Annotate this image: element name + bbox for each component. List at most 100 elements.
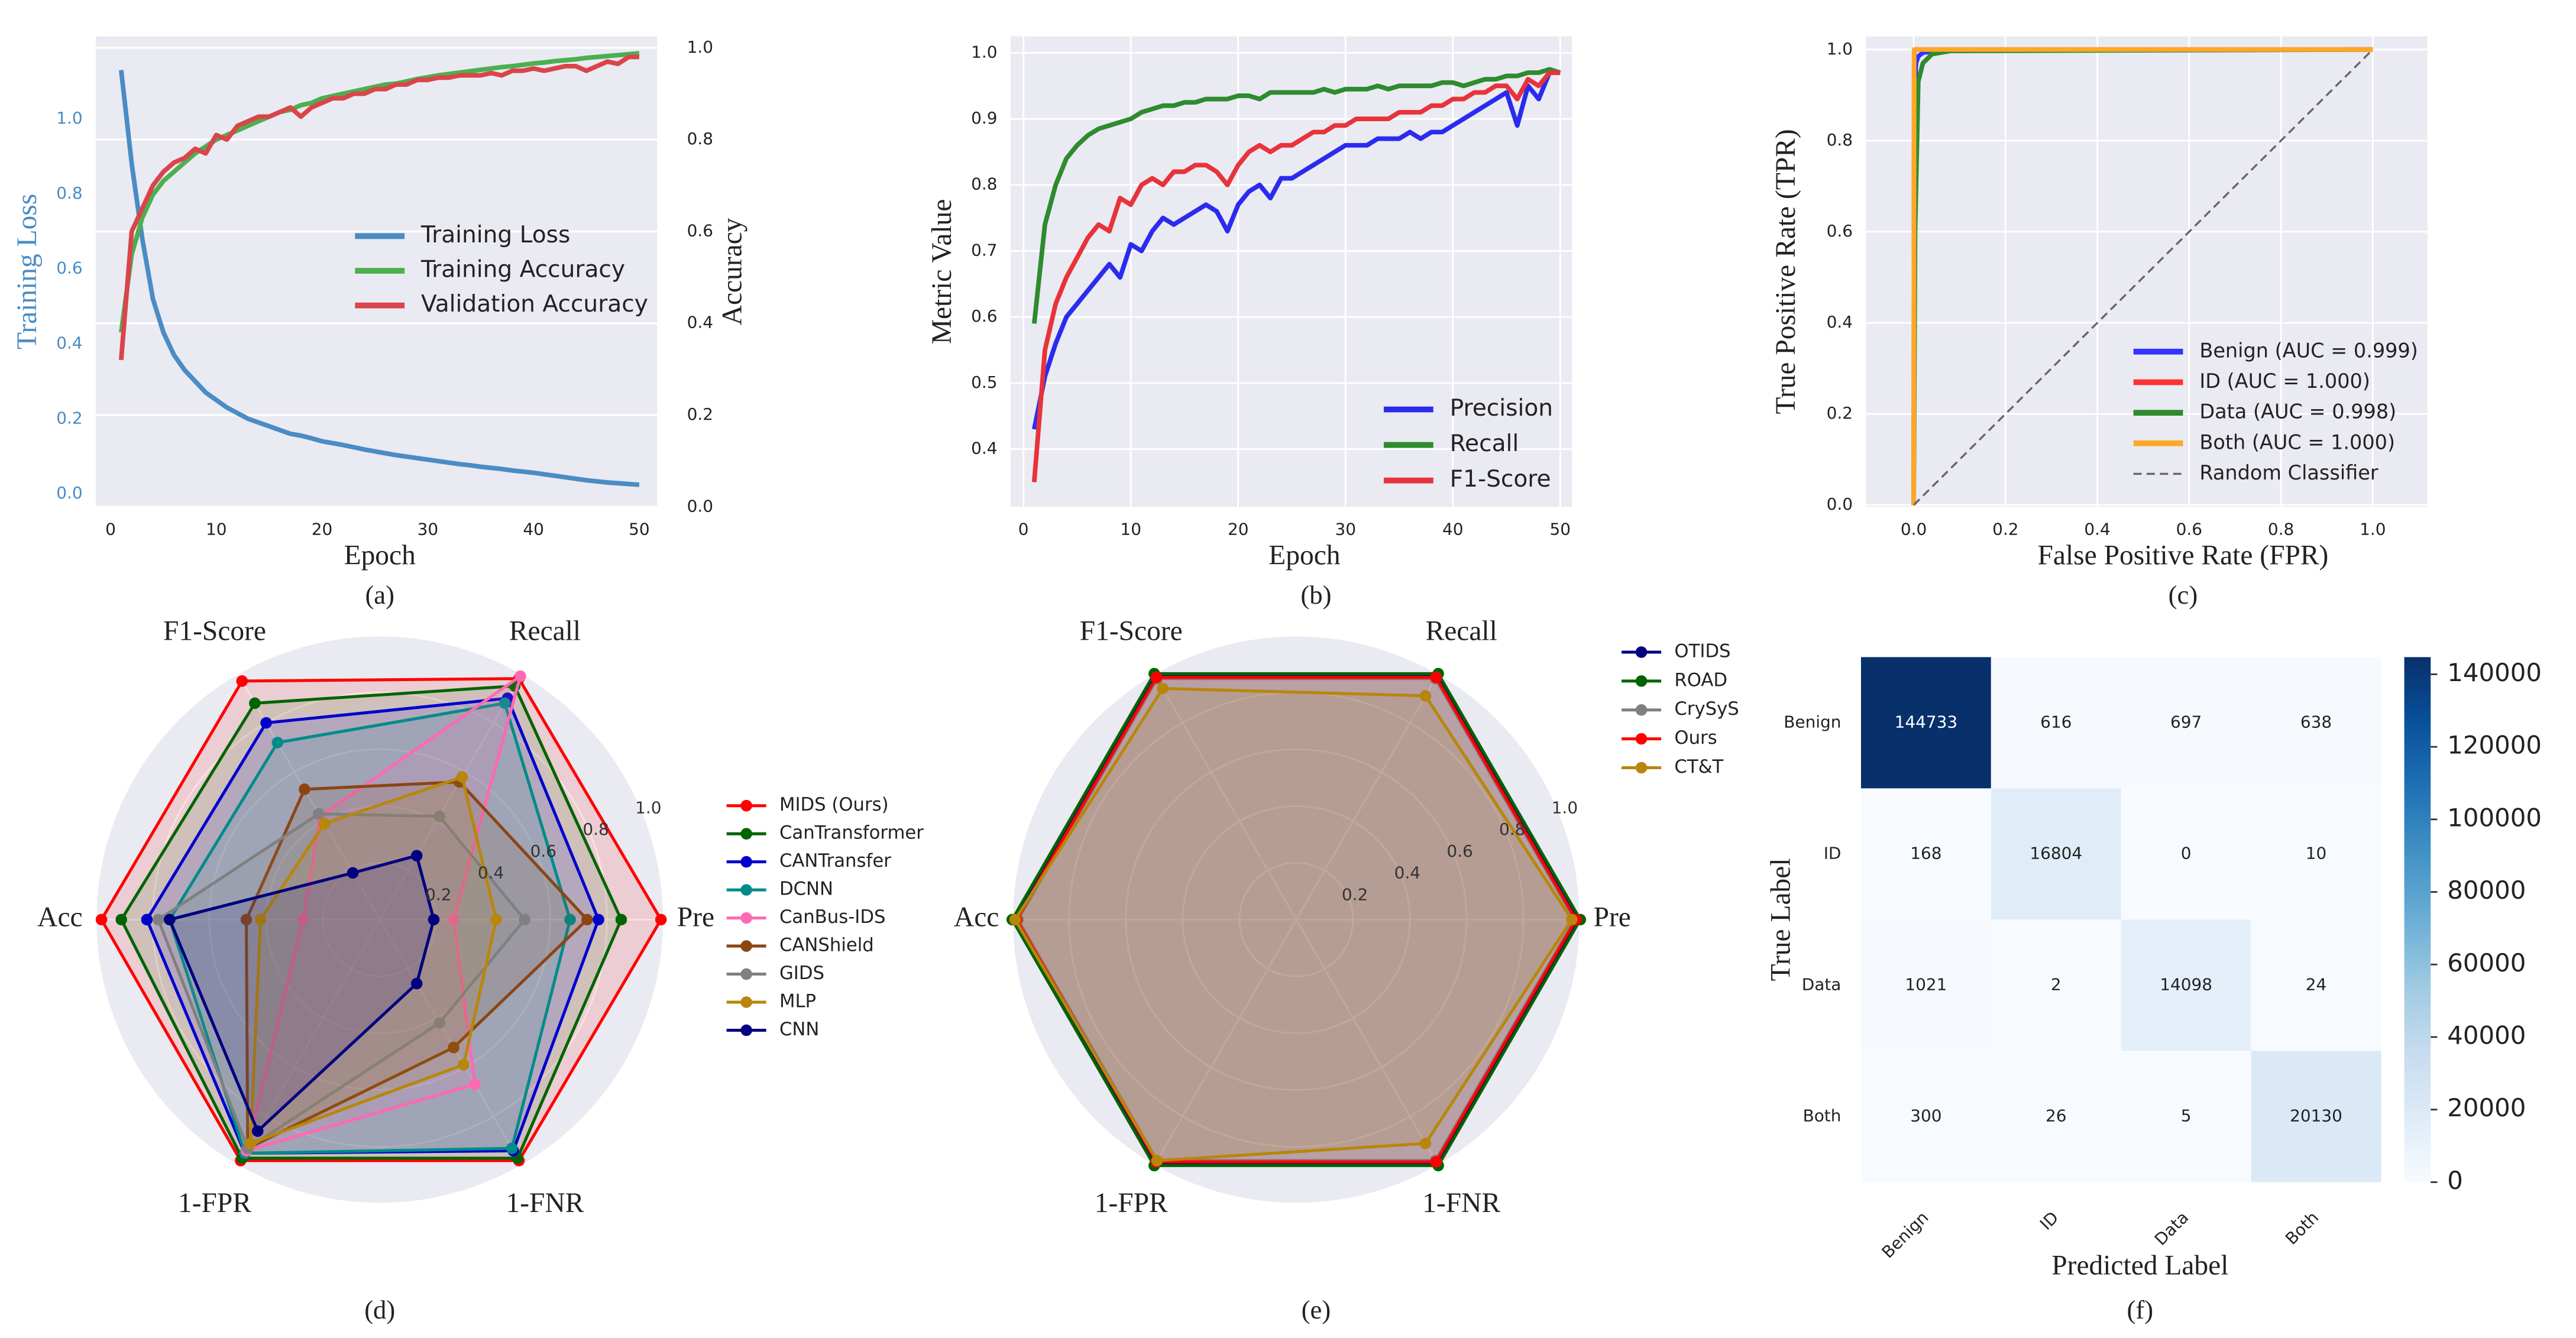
series-marker bbox=[456, 771, 468, 783]
series-marker bbox=[318, 818, 331, 830]
cell-label: 20130 bbox=[2290, 1106, 2342, 1125]
series-marker bbox=[299, 783, 310, 795]
x-tick-label: 0.6 bbox=[2176, 519, 2202, 539]
series-marker bbox=[95, 913, 108, 926]
legend-marker bbox=[740, 968, 752, 980]
heatmap-cell bbox=[1860, 1051, 1991, 1183]
caption: (f) bbox=[2127, 1295, 2154, 1324]
heatmap-cell bbox=[2251, 657, 2381, 789]
series-marker bbox=[593, 913, 604, 926]
series-marker bbox=[1009, 913, 1021, 926]
y-axis-label: True Label bbox=[1766, 858, 1797, 981]
axis-label: Acc bbox=[37, 902, 82, 932]
axis-label: Recall bbox=[509, 616, 581, 647]
series-marker bbox=[1419, 1138, 1432, 1149]
x-tick-label: 0.8 bbox=[2268, 519, 2294, 539]
cell-label: 5 bbox=[2181, 1106, 2192, 1125]
y-tick-label: 0.4 bbox=[1827, 312, 1853, 332]
series-marker bbox=[410, 977, 423, 990]
caption: (a) bbox=[365, 580, 394, 610]
axis-label: 1-FPR bbox=[178, 1188, 251, 1219]
heatmap-cell bbox=[2121, 919, 2251, 1051]
axis-label: 1-FNR bbox=[506, 1188, 584, 1219]
x-tick-label: Data bbox=[2151, 1208, 2192, 1249]
legend-label: CANShield bbox=[779, 935, 874, 956]
legend-label: Ours bbox=[1674, 727, 1717, 749]
series-marker bbox=[240, 913, 253, 926]
series-marker bbox=[271, 737, 284, 749]
legend-label: Training Loss bbox=[420, 222, 570, 248]
legend-label: Precision bbox=[1450, 395, 1553, 422]
series-marker bbox=[1419, 690, 1432, 702]
y-tick-label: 0.2 bbox=[56, 408, 82, 427]
heatmap-cell bbox=[2251, 788, 2381, 920]
series-marker bbox=[141, 913, 153, 926]
cell-label: 14098 bbox=[2160, 974, 2212, 994]
x-tick-label: 10 bbox=[1120, 519, 1141, 539]
series-marker bbox=[499, 697, 511, 710]
colorbar-tick-label: 140000 bbox=[2447, 658, 2542, 687]
y2-tick-label: 0.2 bbox=[687, 404, 713, 424]
legend-label: DCNN bbox=[779, 879, 833, 900]
series-marker bbox=[1430, 671, 1442, 683]
series-marker bbox=[260, 717, 272, 729]
y-tick-label: 0.8 bbox=[1827, 130, 1853, 150]
heatmap-cell bbox=[1860, 657, 1991, 789]
series-marker bbox=[249, 697, 261, 710]
x-tick-label: 0 bbox=[1018, 519, 1029, 539]
y-tick-label: 1.0 bbox=[56, 108, 82, 128]
x-tick-label: 50 bbox=[1550, 519, 1571, 539]
series-marker bbox=[410, 850, 423, 862]
legend-marker bbox=[740, 856, 752, 868]
cell-label: 1021 bbox=[1905, 974, 1947, 994]
y-tick-label: 0.6 bbox=[971, 306, 997, 326]
legend-label: OTIDS bbox=[1674, 641, 1730, 662]
legend-label: Validation Accuracy bbox=[421, 291, 648, 318]
series-marker bbox=[347, 867, 359, 879]
heatmap-cell bbox=[2121, 1051, 2251, 1183]
caption: (d) bbox=[364, 1295, 395, 1324]
cell-label: 26 bbox=[2046, 1106, 2067, 1125]
r-tick-label: 0.8 bbox=[582, 819, 609, 839]
series-line bbox=[118, 51, 640, 333]
r-tick-label: 0.4 bbox=[1394, 863, 1420, 883]
y-tick-label: 1.0 bbox=[1827, 39, 1853, 59]
series-marker bbox=[433, 1017, 445, 1029]
y2-tick-label: 0.0 bbox=[687, 496, 713, 516]
y-tick-label: Data bbox=[1802, 974, 1842, 994]
series-marker bbox=[1430, 1156, 1442, 1168]
legend-label: CrySyS bbox=[1674, 698, 1739, 720]
y-tick-label: 0.7 bbox=[971, 240, 997, 260]
legend-marker bbox=[1635, 762, 1648, 774]
heatmap-cell bbox=[1991, 919, 2121, 1051]
series-marker bbox=[313, 808, 325, 820]
caption: (e) bbox=[1302, 1295, 1331, 1324]
legend-marker bbox=[1635, 733, 1648, 745]
y-tick-label: 0.2 bbox=[1827, 403, 1853, 423]
y-tick-label: 0.8 bbox=[56, 183, 82, 203]
cell-label: 0 bbox=[2181, 843, 2192, 863]
series-marker bbox=[448, 1041, 459, 1054]
legend-label: Both (AUC = 1.000) bbox=[2199, 430, 2395, 453]
series-marker bbox=[251, 1125, 264, 1137]
series-line bbox=[118, 54, 639, 361]
colorbar-tick-label: 120000 bbox=[2447, 731, 2542, 760]
series-marker bbox=[1566, 913, 1578, 926]
grid-spoke bbox=[237, 919, 381, 1167]
cell-label: 10 bbox=[2306, 843, 2327, 863]
axis-label: F1-Score bbox=[1080, 616, 1183, 647]
legend-label: CT&T bbox=[1674, 756, 1723, 777]
y-tick-label: 0.0 bbox=[56, 483, 82, 503]
legend-label: CanTransformer bbox=[779, 822, 924, 844]
legend-marker bbox=[1635, 675, 1648, 687]
caption: (c) bbox=[2169, 580, 2198, 610]
series-marker bbox=[615, 913, 627, 926]
plot-background bbox=[1866, 36, 2428, 507]
x-tick-label: 40 bbox=[1442, 519, 1464, 539]
cell-label: 2 bbox=[2051, 974, 2062, 994]
y-tick-label: 0.6 bbox=[1827, 221, 1853, 241]
series-marker bbox=[490, 913, 502, 926]
y2-tick-label: 0.4 bbox=[687, 313, 713, 332]
heatmap-cell bbox=[2121, 788, 2251, 920]
x-tick-label: Benign bbox=[1878, 1208, 1932, 1262]
